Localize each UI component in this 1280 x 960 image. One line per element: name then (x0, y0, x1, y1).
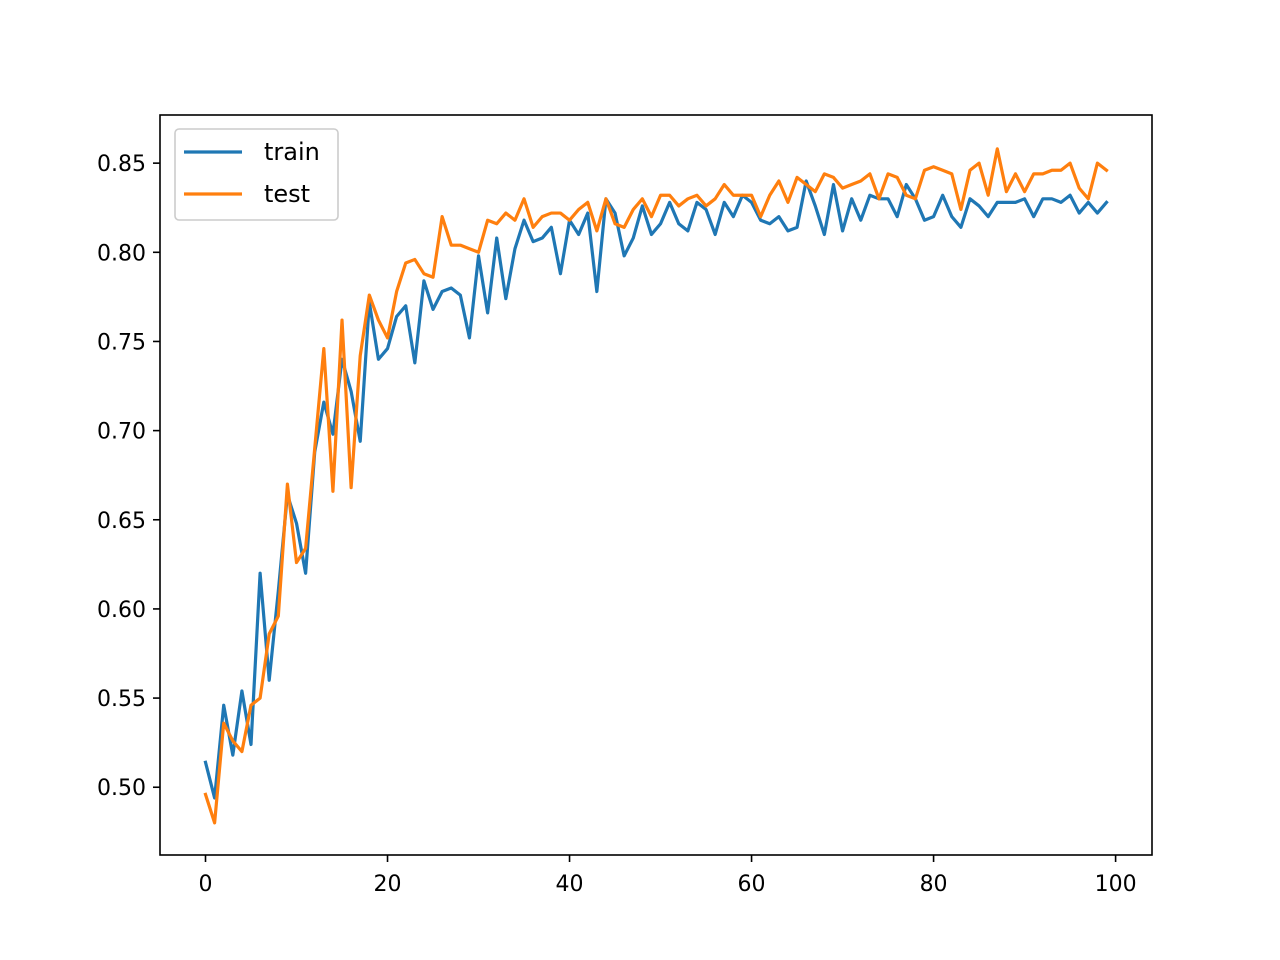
x-tick-label: 100 (1095, 872, 1137, 897)
x-tick-label: 0 (199, 872, 213, 897)
series-line-test (203, 147, 1109, 825)
x-tick-label: 60 (738, 872, 766, 897)
y-tick-label: 0.55 (97, 687, 146, 712)
y-tick-label: 0.80 (97, 241, 146, 266)
y-tick-label: 0.60 (97, 598, 146, 623)
x-axis: 0 20 40 60 80 100 (199, 855, 1137, 897)
legend: train test (174, 128, 339, 221)
series-layer (203, 147, 1109, 825)
legend-label-train: train (264, 138, 320, 166)
x-tick-label: 40 (556, 872, 584, 897)
y-tick-label: 0.70 (97, 420, 146, 445)
plot-area-frame (159, 114, 1153, 856)
y-tick-label: 0.65 (97, 509, 146, 534)
y-tick-label: 0.50 (97, 776, 146, 801)
y-axis: 0.50 0.55 0.60 0.65 0.70 0.75 0.80 0.85 (97, 152, 160, 801)
y-tick-label: 0.85 (97, 152, 146, 177)
legend-label-test: test (264, 180, 310, 208)
y-tick-label: 0.75 (97, 330, 146, 355)
x-tick-label: 20 (374, 872, 402, 897)
x-tick-label: 80 (920, 872, 948, 897)
